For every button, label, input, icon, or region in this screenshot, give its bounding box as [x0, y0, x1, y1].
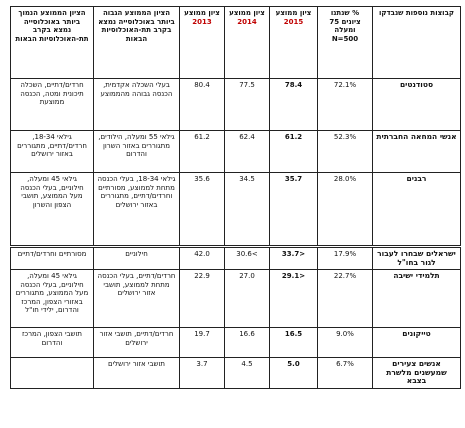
table-row: טייקונים 9.0% 16.5 16.6 19.7 חרדים/דתיים… [10, 327, 461, 358]
row-score-2014: 77.5 [224, 78, 270, 131]
row-score-2015: <29.1 [269, 269, 318, 328]
row-score-2013: 3.7 [179, 357, 225, 389]
row-score-2013: 35.6 [179, 172, 225, 247]
row-highest: חרדים/דתיים, בעלי הכנסה מתחת לממוצע, תוש… [93, 269, 180, 328]
row-score-2014: 27.0 [224, 269, 270, 328]
row-score-2015: 78.4 [269, 78, 318, 131]
row-highest: גילאי 55 ומעלה, הילודים, מתגוררים באזור … [93, 130, 180, 173]
row-pct: 72.1% [317, 78, 373, 131]
row-group: ישראלים שבחרו לעבור לגור בחו"ל [372, 245, 461, 270]
row-group: סטודנטים [372, 78, 461, 131]
row-group: טייקונים [372, 327, 461, 358]
row-pct: 28.0% [317, 172, 373, 247]
table-row: אנשי המחאה החברתית 52.3% 61.2 62.4 61.2 … [10, 130, 461, 173]
row-score-2014: 62.4 [224, 130, 270, 173]
row-lowest: חרדים/דתיים, השכלה תיכונית ומטה, הכנסה מ… [10, 78, 94, 131]
row-lowest [10, 357, 94, 389]
row-group: רבנים [372, 172, 461, 247]
row-score-2015: <33.7 [269, 245, 318, 270]
row-score-2013: 61.2 [179, 130, 225, 173]
row-score-2013: 80.4 [179, 78, 225, 131]
row-lowest: תושבי הצפון, המרכז והדרום [10, 327, 94, 358]
row-score-2014: >30.6 [224, 245, 270, 270]
row-score-2014: 4.5 [224, 357, 270, 389]
row-group: תלמידי ישיבה [372, 269, 461, 328]
row-highest: חילוניים [93, 245, 180, 270]
row-score-2014: 16.6 [224, 327, 270, 358]
table-row: רבנים 28.0% 35.7 34.5 35.6 גילאי 18-34, … [10, 172, 461, 247]
row-score-2015: 16.5 [269, 327, 318, 358]
row-pct: 9.0% [317, 327, 373, 358]
row-lowest: גילאי 45 ומעלה, חילוניים, בעלי הכנסה מעל… [10, 172, 94, 247]
row-pct: 52.3% [317, 130, 373, 173]
header-pct: % שנתנו ציונים 75 ומעלה N=500 [317, 6, 373, 79]
row-pct: 22.7% [317, 269, 373, 328]
header-highest: הציון הממוצע הגבוה ביותר באוכלוסייה נמצא… [93, 6, 180, 79]
row-highest: תושבי אזור ירושלים [93, 357, 180, 389]
survey-table: קבוצות נוספות שנבדקו % שנתנו ציונים 75 ו… [10, 6, 461, 389]
header-lowest: הציון הממוצע הנמוך ביותר באוכלוסייה נמצא… [10, 6, 94, 79]
row-score-2013: 22.9 [179, 269, 225, 328]
header-2015: ציון ממוצע 2015 [269, 6, 318, 79]
header-2014: ציון ממוצע 2014 [224, 6, 270, 79]
row-score-2015: 61.2 [269, 130, 318, 173]
row-score-2015: 35.7 [269, 172, 318, 247]
header-2013: ציון ממוצע 2013 [179, 6, 225, 79]
row-group: אנשים צעירים שמעשנים מלשרת בצבא [372, 357, 461, 389]
row-score-2015: 5.0 [269, 357, 318, 389]
row-lowest: גילאי 18-34, חרדים/דתיים, מתגוררים באזור… [10, 130, 94, 173]
row-highest: גילאי 18-34, בעלי הכנסה מתחת לממוצע, מסו… [93, 172, 180, 247]
row-score-2014: 34.5 [224, 172, 270, 247]
row-score-2013: 19.7 [179, 327, 225, 358]
row-group: אנשי המחאה החברתית [372, 130, 461, 173]
header-row: קבוצות נוספות שנבדקו % שנתנו ציונים 75 ו… [10, 6, 461, 79]
row-lowest: מסורתיים וחרדים/דתיים [10, 245, 94, 270]
row-highest: בעלי השכלה אקדמית, הכנסה גבוהה מהממוצע [93, 78, 180, 131]
row-score-2013: 42.0 [179, 245, 225, 270]
table-row: תלמידי ישיבה 22.7% <29.1 27.0 22.9 חרדים… [10, 269, 461, 328]
row-pct: 6.7% [317, 357, 373, 389]
header-group: קבוצות נוספות שנבדקו [372, 6, 461, 79]
row-highest: חרדים/דתיים, תושבי אזור ירושלים [93, 327, 180, 358]
table-row: אנשים צעירים שמעשנים מלשרת בצבא 6.7% 5.0… [10, 357, 461, 389]
row-pct: 17.9% [317, 245, 373, 270]
table-row: סטודנטים 72.1% 78.4 77.5 80.4 בעלי השכלה… [10, 78, 461, 131]
row-lowest: גילאי 45 ומעלה, חילוניים, בעלי הכנסה מעל… [10, 269, 94, 328]
table-row: ישראלים שבחרו לעבור לגור בחו"ל 17.9% <33… [10, 245, 461, 270]
